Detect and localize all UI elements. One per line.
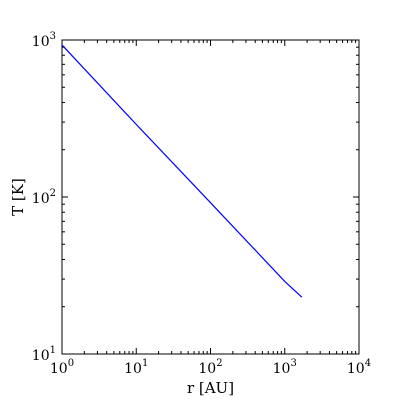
y-axis-label: T [K] [9, 178, 27, 216]
series-line [61, 44, 303, 298]
x-tick-label: 104 [347, 358, 371, 377]
y-tick-label: 101 [32, 345, 56, 364]
y-tick-label: 103 [32, 31, 56, 50]
x-tick-label: 102 [198, 358, 222, 377]
y-tick-label: 102 [32, 188, 56, 207]
x-tick-label: 101 [124, 358, 148, 377]
plot-frame [61, 39, 360, 355]
x-tick-label: 100 [50, 358, 74, 377]
x-axis-label: r [AU] [187, 379, 234, 397]
x-tick-label: 103 [273, 358, 297, 377]
